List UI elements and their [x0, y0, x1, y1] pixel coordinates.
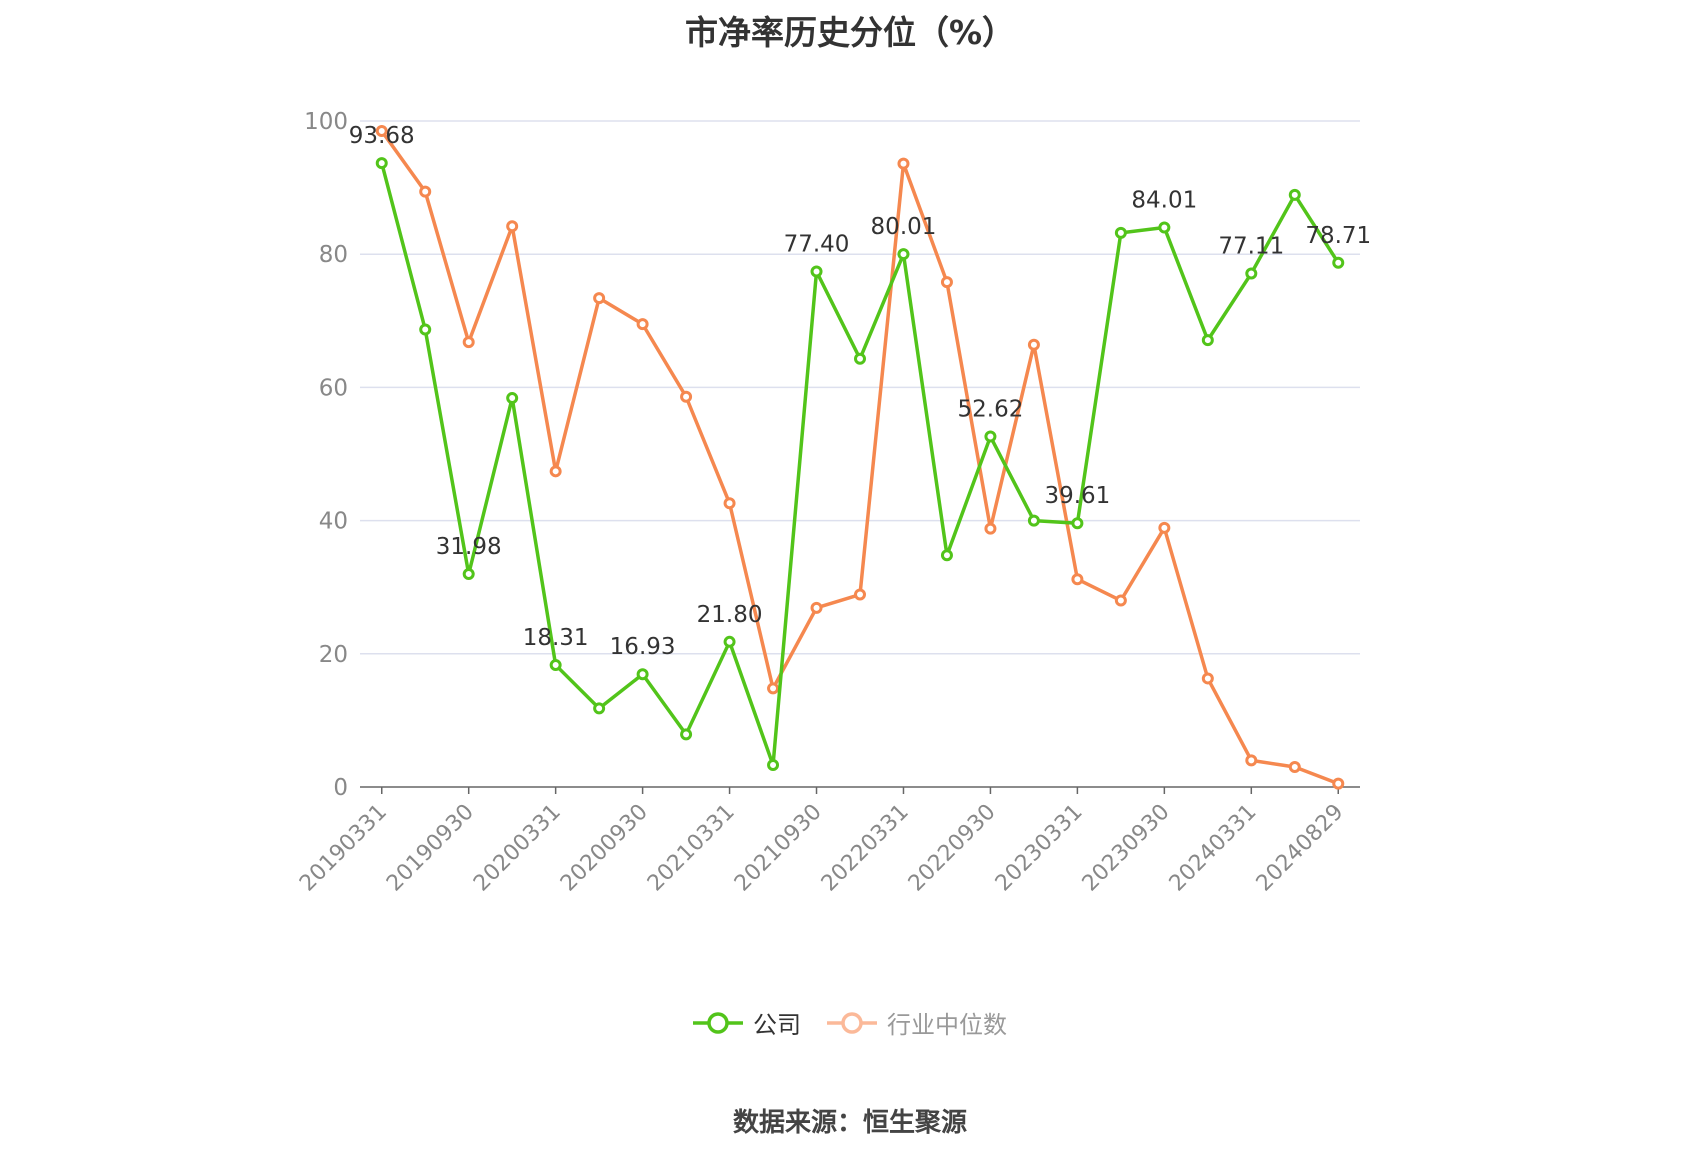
data-point	[1288, 761, 1301, 774]
legend-line-orange-icon	[827, 1011, 877, 1034]
data-point	[375, 157, 388, 170]
data-point	[506, 392, 519, 405]
data-point	[593, 292, 606, 305]
data-point	[419, 185, 432, 198]
legend-item-industry[interactable]: 行业中位数	[827, 1005, 1007, 1040]
data-label: 80.01	[871, 214, 937, 240]
x-tick-label: 20230930	[1078, 800, 1175, 897]
data-point	[419, 323, 432, 336]
data-point	[680, 390, 693, 403]
x-tick-label: 20210930	[730, 800, 827, 897]
data-point	[1158, 521, 1171, 534]
x-tick-label: 20240829	[1252, 800, 1349, 897]
data-point	[462, 568, 475, 581]
data-label: 93.68	[349, 123, 415, 149]
data-point	[1071, 517, 1084, 530]
data-point	[1201, 334, 1214, 347]
chart-title: 市净率历史分位（%）	[684, 13, 1016, 52]
series-line	[380, 162, 1340, 767]
data-point	[984, 430, 997, 443]
x-tick-label: 20200930	[556, 800, 653, 897]
legend-label-industry: 行业中位数	[887, 1011, 1007, 1039]
data-point	[636, 318, 649, 331]
x-axis: 2019033120190930202003312020093020210331…	[295, 786, 1360, 897]
y-tick-label: 20	[319, 642, 348, 668]
x-tick-label: 20220331	[817, 800, 914, 897]
data-point	[984, 522, 997, 535]
data-point	[1158, 221, 1171, 234]
x-tick-label: 20190930	[382, 800, 479, 897]
legend-label-company: 公司	[753, 1011, 801, 1039]
data-point	[375, 124, 388, 137]
y-tick-label: 80	[319, 242, 348, 268]
data-label: 16.93	[610, 634, 676, 660]
legend-line-green-icon	[693, 1011, 743, 1034]
x-tick-label: 20190331	[295, 800, 392, 897]
y-tick-label: 60	[319, 375, 348, 401]
series-layer	[375, 124, 1345, 790]
data-point	[767, 682, 780, 695]
y-axis: 0 20 40 60 80 100	[304, 109, 348, 801]
data-label: 77.40	[784, 232, 850, 258]
data-point	[1027, 338, 1040, 351]
data-point	[1245, 267, 1258, 280]
data-point	[940, 276, 953, 289]
data-label: 31.98	[436, 534, 502, 560]
x-tick-label: 20240331	[1165, 800, 1262, 897]
data-point	[1288, 188, 1301, 201]
legend-item-company[interactable]: 公司	[693, 1005, 801, 1040]
data-point	[1071, 573, 1084, 586]
data-point	[897, 157, 910, 170]
data-point	[593, 702, 606, 715]
x-tick-label: 20230331	[991, 800, 1088, 897]
data-point	[549, 659, 562, 672]
data-point	[1114, 594, 1127, 607]
data-point	[854, 588, 866, 601]
y-tick-label: 0	[333, 775, 348, 801]
data-point	[1245, 754, 1258, 767]
data-point	[680, 728, 693, 741]
series-line	[380, 129, 1339, 786]
data-point	[897, 248, 910, 261]
data-labels: 93.68 31.98 18.31 16.93 21.80 77.40 80.01 52.62…	[349, 123, 1371, 660]
data-point	[462, 336, 475, 349]
data-point	[506, 220, 519, 233]
y-tick-label: 40	[319, 509, 348, 535]
legend: 公司 行业中位数	[0, 1005, 1700, 1040]
data-point	[549, 465, 562, 478]
data-point	[1201, 672, 1214, 685]
data-label: 18.31	[523, 625, 589, 651]
data-point	[810, 601, 823, 614]
data-point	[1332, 256, 1345, 269]
data-label: 52.62	[958, 397, 1024, 423]
data-point	[854, 352, 866, 365]
x-tick-label: 20200331	[469, 800, 566, 897]
data-point	[723, 635, 736, 648]
data-point	[810, 265, 823, 278]
data-point	[636, 668, 649, 681]
data-point	[1332, 777, 1345, 790]
data-point	[1027, 514, 1040, 527]
x-tick-label: 20220930	[904, 800, 1001, 897]
data-point	[940, 549, 953, 562]
data-label: 84.01	[1131, 187, 1197, 213]
data-label: 78.71	[1305, 223, 1371, 249]
x-tick-label: 20210331	[643, 800, 740, 897]
data-label: 39.61	[1044, 483, 1110, 509]
data-point	[1114, 226, 1127, 239]
grid-lines	[360, 120, 1360, 655]
y-tick-label: 100	[304, 109, 348, 135]
data-label: 77.11	[1218, 233, 1284, 259]
data-source: 数据来源：恒生聚源	[732, 1108, 967, 1138]
data-label: 21.80	[697, 602, 763, 628]
data-point	[723, 497, 736, 510]
data-point	[767, 759, 780, 772]
